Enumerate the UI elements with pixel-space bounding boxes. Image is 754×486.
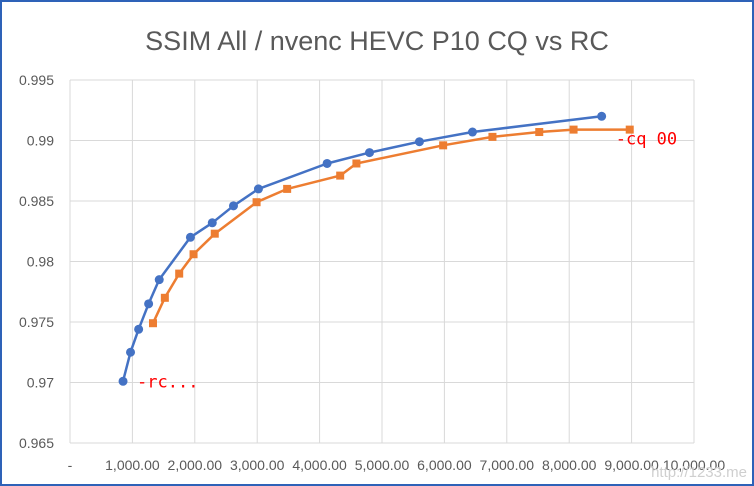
y-tick-label: 0.99 [27, 133, 54, 149]
data-point [185, 232, 195, 242]
x-tick-label: 7,000.00 [480, 457, 535, 473]
series-line [151, 128, 630, 324]
data-point [207, 218, 217, 228]
y-tick-label: 0.98 [27, 254, 54, 270]
series-2 [148, 125, 634, 328]
data-point [336, 171, 345, 180]
y-tick-label: 0.965 [19, 435, 54, 451]
series-1 [118, 111, 607, 386]
y-tick-label: 0.97 [27, 375, 54, 391]
data-point [160, 293, 169, 302]
y-tick-label: 0.995 [19, 72, 54, 88]
data-point [144, 299, 154, 309]
series-line [121, 115, 602, 382]
data-point [228, 201, 238, 211]
data-point [625, 125, 634, 134]
data-point [569, 125, 578, 134]
grid-layer [69, 79, 695, 444]
x-tick-label: 2,000.00 [168, 457, 223, 473]
data-point [175, 269, 184, 278]
series-layer [118, 111, 634, 386]
x-tick-label: 3,000.00 [230, 457, 285, 473]
annotation-label: -rc... [137, 372, 198, 392]
data-point [283, 184, 292, 193]
data-point [322, 158, 332, 168]
x-tick-label: 8,000.00 [542, 457, 597, 473]
watermark-text: http://1233.me [651, 464, 747, 481]
x-tick-label: 9,000.00 [604, 457, 659, 473]
y-tick-label: 0.985 [19, 193, 54, 209]
annotation-layer: -cq 00 -rc... [137, 130, 677, 393]
x-tick-label: 5,000.00 [355, 457, 410, 473]
data-point [414, 137, 424, 147]
x-tick-label: 6,000.00 [417, 457, 472, 473]
data-point [126, 347, 136, 357]
data-point [467, 127, 477, 137]
data-point [118, 376, 128, 386]
data-point [252, 198, 261, 207]
y-tick-label: 0.975 [19, 314, 54, 330]
data-point [134, 324, 144, 334]
annotation-label: -cq 00 [616, 130, 677, 150]
x-tick-label: 10,000.00 [663, 457, 725, 473]
data-point [535, 128, 544, 137]
x-tick-label: 4,000.00 [292, 457, 347, 473]
data-point [210, 229, 219, 238]
data-point [597, 111, 607, 121]
data-point [148, 319, 157, 328]
data-point [439, 141, 448, 150]
x-tick-label: 1,000.00 [105, 457, 160, 473]
x-tick-label: - [68, 457, 73, 473]
data-point [189, 250, 198, 259]
data-point [488, 132, 497, 141]
data-point [154, 275, 164, 285]
data-point [365, 148, 375, 158]
data-point [352, 159, 361, 168]
data-point [253, 184, 263, 194]
chart-title: SSIM All / nvenc HEVC P10 CQ vs RC [145, 26, 609, 56]
axis-layer: 0.965 0.97 0.975 0.98 0.985 0.99 0.995 - 1,000.0… [19, 72, 725, 473]
